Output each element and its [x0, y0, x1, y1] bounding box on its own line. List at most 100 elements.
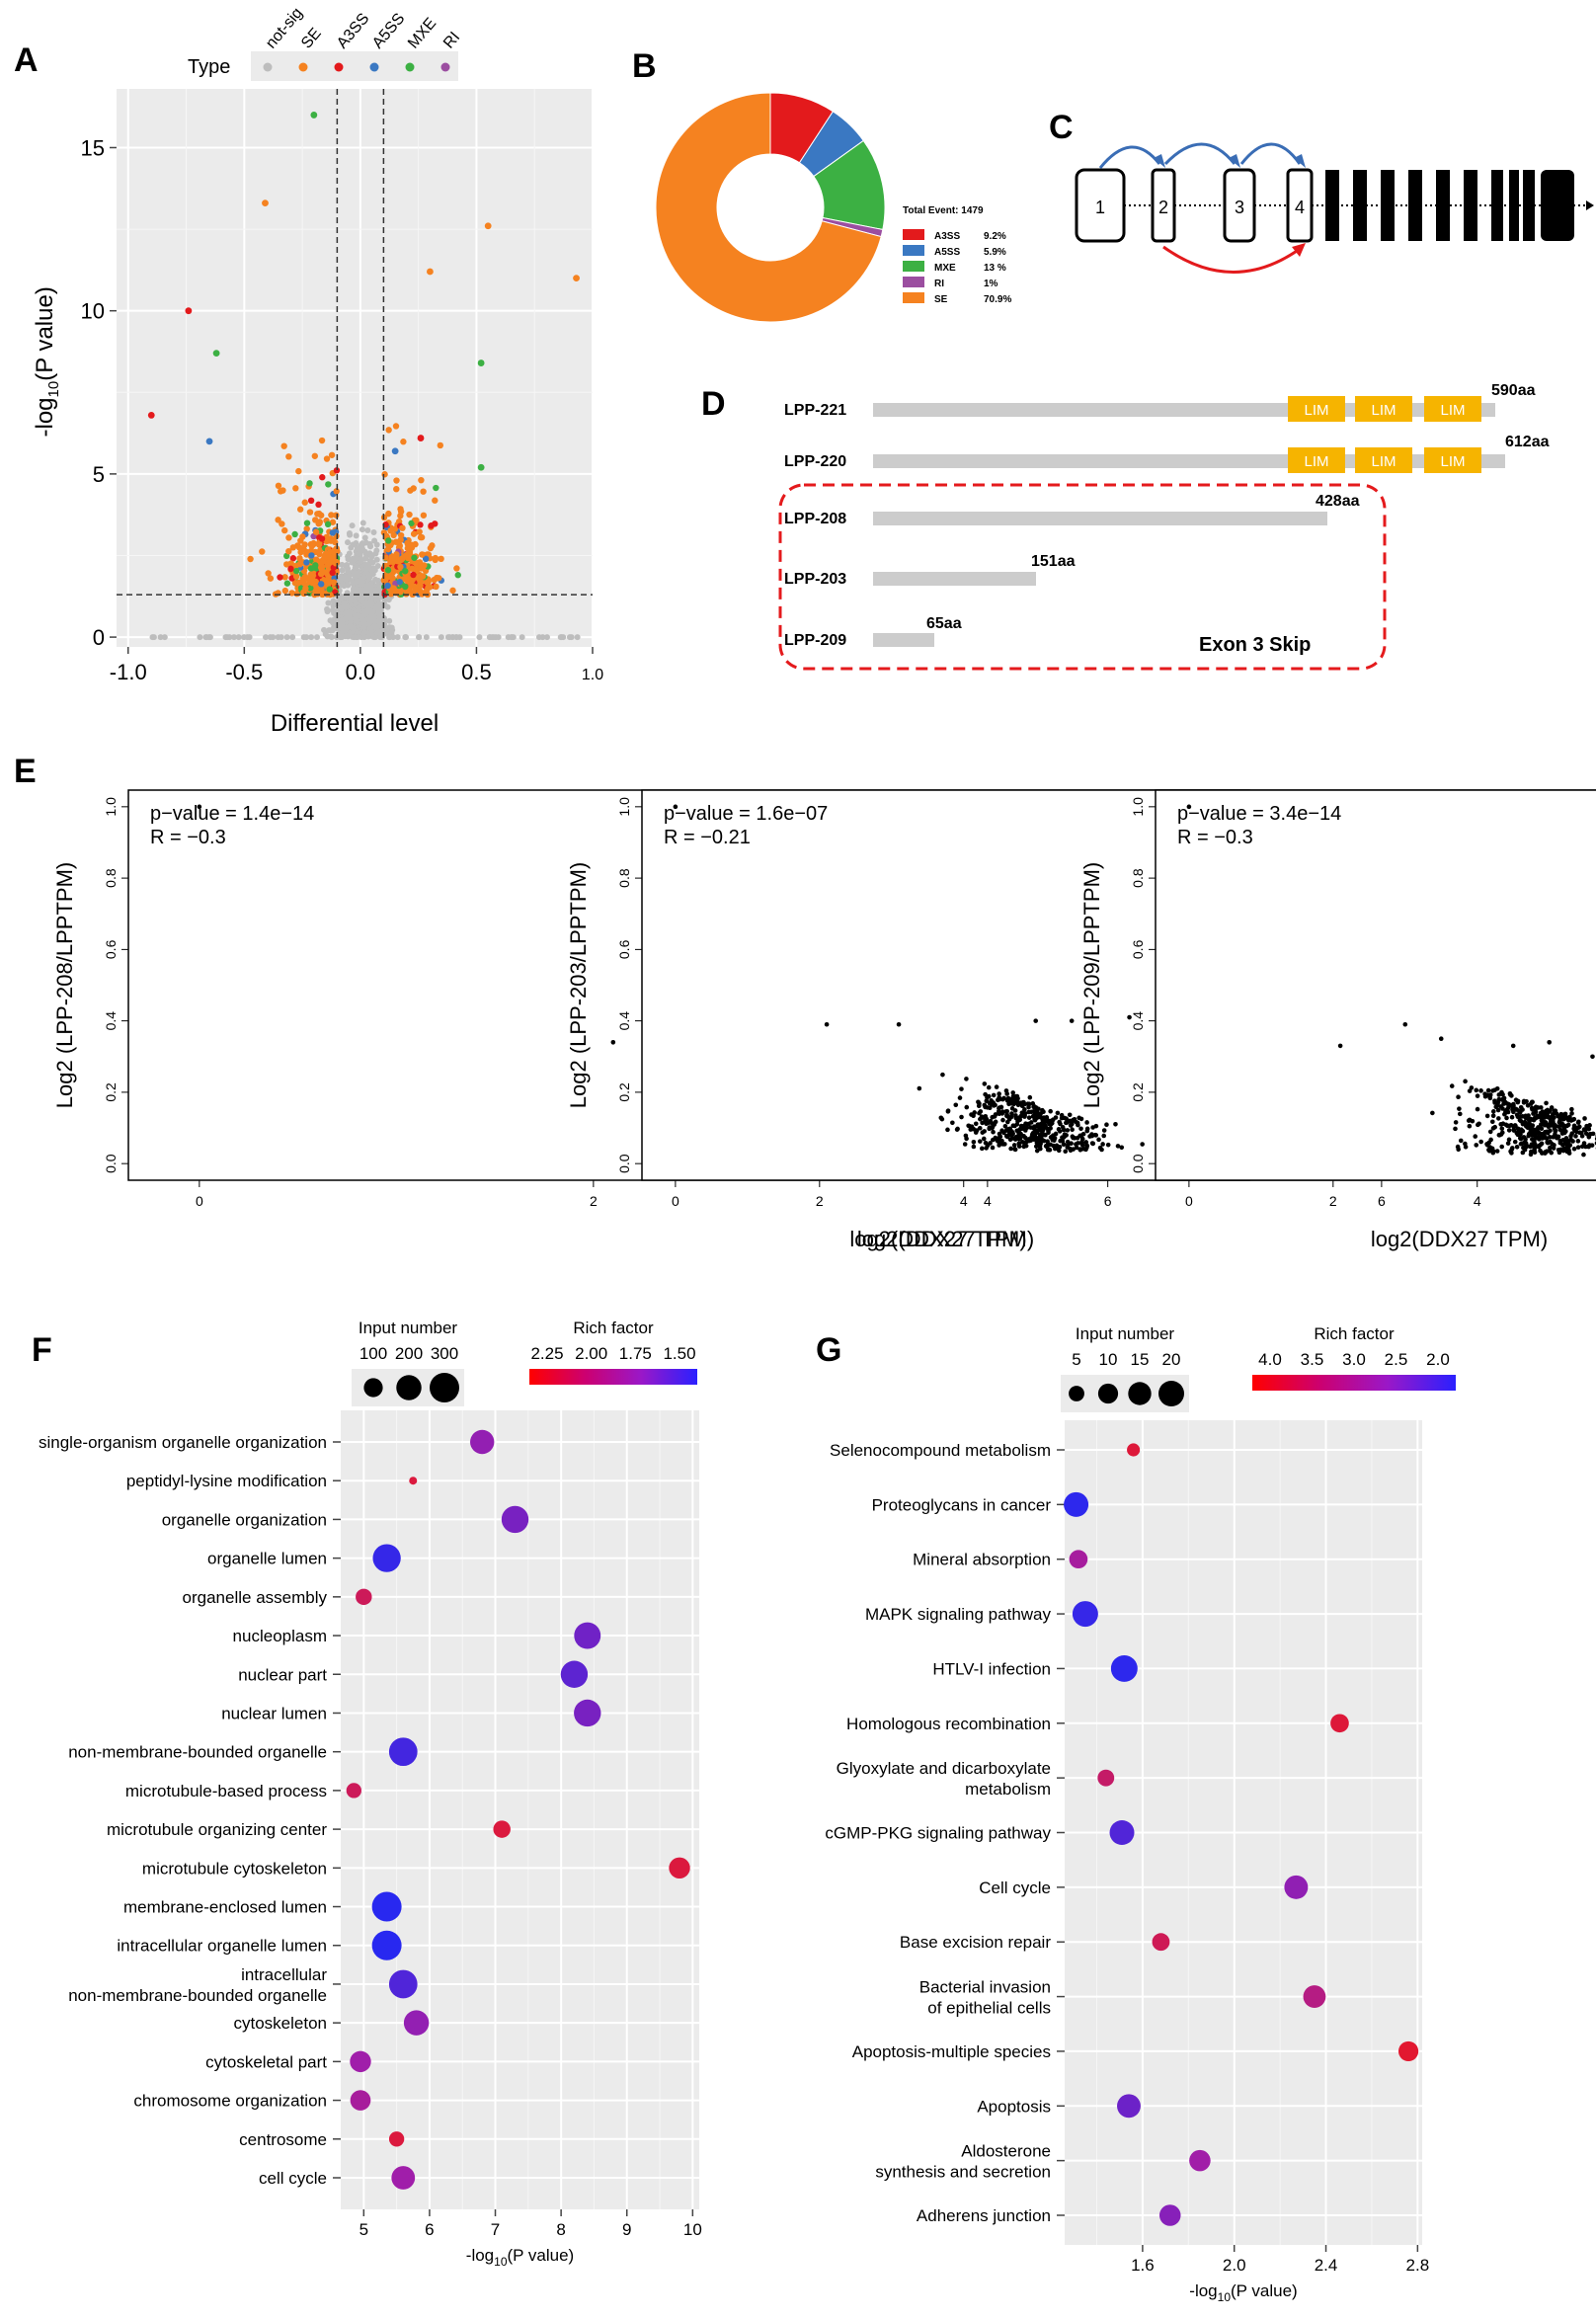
point-not-sig: [363, 607, 370, 614]
point-not-sig: [321, 626, 328, 633]
scatter-point: [953, 1102, 959, 1108]
scatter-point: [1463, 1141, 1468, 1147]
point-not-sig: [270, 634, 277, 641]
point-mxe: [384, 567, 392, 574]
donut-legend-value: 9.2%: [984, 231, 1006, 242]
scatter-point: [1115, 1144, 1121, 1149]
point-not-sig: [345, 539, 352, 546]
point-not-sig: [519, 634, 525, 641]
scatter-point: [1008, 1146, 1013, 1152]
scatter-point: [1076, 1141, 1080, 1146]
point-mxe: [303, 520, 311, 526]
y-tick-label: 0.8: [103, 868, 119, 888]
scatter-point: [1546, 1115, 1551, 1120]
point-not-sig: [371, 617, 378, 624]
point-mxe: [454, 572, 461, 579]
term-label-line: chromosome organization: [133, 2092, 327, 2111]
point-se: [296, 555, 303, 562]
point-se: [296, 506, 304, 513]
scatter-point: [977, 1139, 983, 1144]
point-not-sig: [358, 558, 364, 565]
point-se: [427, 544, 435, 552]
y-tick-label: 0.6: [103, 939, 119, 959]
term-label-line: metabolism: [965, 1780, 1051, 1799]
point-mxe: [312, 562, 319, 569]
scatter-point: [964, 1077, 969, 1081]
scatter-point: [1576, 1119, 1581, 1125]
x-axis-label: -log10(P value): [466, 2246, 574, 2269]
scatter-point: [1065, 1139, 1071, 1145]
scatter-point: [1072, 1135, 1077, 1141]
term-label: nuclear part: [238, 1665, 327, 1684]
scatter-point: [1501, 1095, 1507, 1101]
point-not-sig: [360, 600, 367, 606]
term-label: cGMP-PKG signaling pathway: [825, 1824, 1051, 1843]
y-tick-label: 0.0: [103, 1154, 119, 1173]
point-se: [390, 531, 397, 539]
scatter-point: [1016, 1144, 1022, 1149]
scatter-point: [1506, 1137, 1512, 1143]
lim-domain: [1288, 447, 1345, 473]
scatter-point: [1024, 1139, 1029, 1145]
isoform-length: 151aa: [1031, 553, 1076, 570]
term-label: microtubule organizing center: [107, 1820, 327, 1839]
scatter-point: [1455, 1144, 1461, 1150]
point-se: [333, 488, 340, 495]
point-not-sig: [344, 611, 351, 618]
enrichment-bubble: [371, 1930, 402, 1960]
isoform-name: LPP-208: [784, 511, 846, 527]
scatter-point: [1571, 1123, 1577, 1129]
term-label-line: membrane-enclosed lumen: [123, 1898, 327, 1917]
scatter-point: [1545, 1140, 1550, 1145]
point-se: [323, 455, 331, 462]
arrow-head-icon: [1294, 154, 1306, 168]
point-se: [418, 565, 425, 572]
term-label: intracellular non-membrane-bounded organe…: [68, 1965, 327, 2005]
scatter-point: [1557, 1116, 1563, 1122]
scatter-point: [1069, 1141, 1074, 1147]
donut-legend-value: 70.9%: [984, 294, 1011, 305]
exon-block: [1408, 170, 1422, 241]
scatter-point: [959, 1086, 964, 1091]
scatter-point: [1014, 1122, 1020, 1127]
point-se: [296, 560, 303, 568]
isoform-bar: [873, 512, 1327, 525]
scatter-point: [1577, 1130, 1582, 1136]
x-tick-label: 1.0: [582, 667, 603, 683]
y-tick-label: 0.0: [1130, 1154, 1146, 1173]
scatter-point: [1499, 1126, 1505, 1131]
point-not-sig: [324, 608, 331, 615]
scatter-point: [977, 1110, 982, 1116]
point-not-sig: [325, 600, 332, 606]
scatter-point: [1078, 1126, 1083, 1132]
x-axis-label-part: -log: [466, 2246, 494, 2265]
exon-block: [1325, 170, 1339, 241]
scatter-point: [1104, 1122, 1109, 1128]
point-a5ss: [308, 552, 315, 559]
scatter-point: [1105, 1142, 1111, 1148]
term-label-line: HTLV-I infection: [932, 1659, 1051, 1678]
point-se: [418, 533, 426, 541]
exon-block: [1464, 170, 1477, 241]
scatter-point: [1092, 1132, 1098, 1138]
point-not-sig: [354, 618, 360, 625]
scatter-point: [1509, 1114, 1515, 1120]
scatter-point: [1532, 1150, 1538, 1156]
scatter-point: [1402, 1021, 1408, 1027]
x-axis-label-part: -log: [1189, 2281, 1217, 2300]
exon-4-label: 4: [1295, 198, 1305, 217]
scatter-points: [1186, 804, 1596, 1158]
scatter-point: [1012, 1147, 1018, 1153]
term-label: MAPK signaling pathway: [865, 1605, 1052, 1624]
scatter-point: [1557, 1138, 1563, 1144]
point-not-sig: [386, 617, 393, 624]
size-legend-label: 100: [359, 1344, 387, 1363]
term-label-line: cytoskeleton: [234, 2014, 328, 2033]
term-label: Selenocompound metabolism: [830, 1441, 1051, 1460]
point-not-sig: [368, 611, 375, 618]
point-se: [403, 574, 411, 581]
point-se: [318, 437, 326, 444]
point-a3ss: [185, 307, 193, 315]
term-label: HTLV-I infection: [932, 1659, 1051, 1678]
point-se: [262, 200, 269, 207]
